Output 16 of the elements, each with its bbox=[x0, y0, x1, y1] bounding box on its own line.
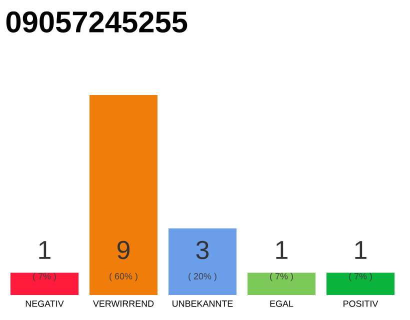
data-label: 1 bbox=[276, 241, 288, 259]
chart-title: 09057245255 bbox=[6, 11, 188, 33]
data-label: 1 bbox=[355, 241, 366, 259]
x-tick-label: NEGATIV bbox=[26, 300, 64, 307]
annotation: ( 20% ) bbox=[188, 272, 216, 282]
data-label: 1 bbox=[39, 241, 50, 259]
data-label: 3 bbox=[196, 240, 209, 260]
data-label: 9 bbox=[118, 240, 130, 260]
x-tick-label: EGAL bbox=[270, 300, 294, 307]
x-tick-label: VERWIRREND bbox=[92, 300, 154, 307]
annotation: ( 7% ) bbox=[33, 272, 56, 282]
annotation: ( 7% ) bbox=[270, 272, 293, 282]
annotation: ( 60% ) bbox=[110, 272, 138, 282]
annotation: ( 7% ) bbox=[349, 272, 372, 282]
x-tick-label: UNBEKANNTE bbox=[172, 300, 233, 307]
x-tick-label: POSITIV bbox=[344, 300, 378, 307]
